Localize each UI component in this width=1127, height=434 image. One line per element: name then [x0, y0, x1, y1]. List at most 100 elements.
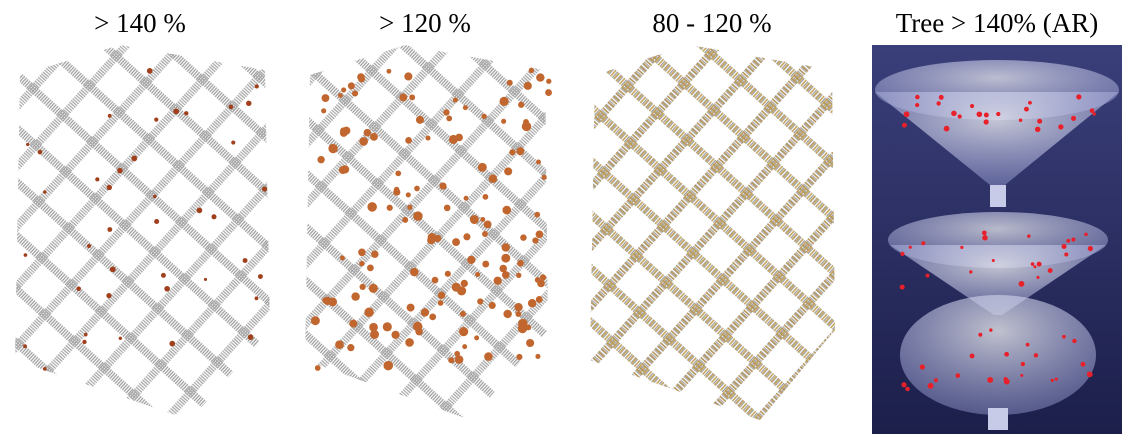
marker: [901, 382, 906, 387]
marker: [184, 111, 188, 115]
marker: [432, 277, 439, 284]
marker: [1034, 353, 1038, 357]
marker: [43, 367, 47, 371]
marker: [502, 271, 510, 279]
marker: [536, 296, 543, 303]
marker: [444, 205, 451, 212]
marker: [996, 112, 1000, 116]
marker: [359, 137, 368, 146]
marker: [537, 280, 545, 288]
marker: [169, 341, 175, 347]
marker: [117, 168, 123, 174]
marker: [1093, 112, 1096, 115]
marker: [246, 101, 251, 106]
marker: [463, 233, 470, 240]
marker: [1028, 101, 1032, 105]
marker: [367, 264, 374, 271]
marker: [540, 274, 546, 280]
marker: [76, 287, 81, 292]
marker: [154, 118, 158, 122]
marker: [317, 156, 324, 163]
marker: [349, 320, 357, 328]
marker: [482, 261, 489, 268]
marker: [161, 273, 166, 278]
marker: [502, 206, 511, 215]
marker: [1037, 276, 1040, 279]
marker: [926, 274, 930, 278]
marker: [26, 143, 29, 146]
marker: [405, 137, 412, 144]
marker: [395, 171, 401, 177]
marker: [960, 246, 963, 249]
marker: [348, 82, 355, 89]
marker: [339, 166, 347, 174]
marker: [504, 167, 512, 175]
marker: [934, 378, 938, 382]
marker: [359, 261, 364, 266]
marker: [311, 316, 320, 325]
marker: [470, 215, 479, 224]
marker: [108, 114, 112, 118]
marker: [383, 322, 392, 331]
marker: [340, 256, 345, 261]
marker: [987, 377, 993, 383]
marker: [978, 333, 982, 337]
marker: [536, 231, 544, 239]
marker: [328, 144, 337, 153]
marker: [494, 277, 502, 285]
marker: [347, 344, 354, 351]
marker: [516, 354, 522, 360]
marker: [452, 238, 460, 246]
marker: [248, 334, 254, 340]
marker: [523, 119, 529, 125]
marker: [370, 330, 379, 339]
marker: [905, 387, 909, 391]
marker: [536, 73, 544, 81]
marker: [524, 82, 532, 90]
marker: [1019, 119, 1022, 122]
marker: [460, 311, 466, 317]
marker: [443, 109, 449, 115]
marker: [358, 249, 366, 257]
marker: [255, 84, 259, 88]
marker: [535, 354, 540, 359]
marker: [944, 126, 950, 132]
marker: [110, 266, 116, 272]
marker: [367, 202, 377, 212]
marker: [970, 104, 974, 108]
marker: [1004, 379, 1010, 385]
marker: [204, 278, 207, 281]
marker: [902, 123, 907, 128]
marker: [407, 304, 415, 312]
marker: [1062, 244, 1067, 249]
marker: [970, 353, 975, 358]
marker: [900, 285, 905, 290]
marker: [516, 273, 521, 278]
marker: [904, 111, 910, 117]
marker: [335, 340, 344, 349]
marker: [455, 355, 463, 363]
marker: [921, 241, 925, 245]
marker: [453, 98, 458, 103]
marker: [1037, 262, 1042, 267]
marker: [515, 311, 521, 317]
marker: [427, 236, 435, 244]
figure: > 140 % > 120 % 80 - 120 % Tree > 140% (…: [0, 0, 1127, 434]
marker: [340, 127, 347, 134]
marker: [106, 293, 111, 298]
marker: [439, 182, 446, 189]
marker: [1020, 374, 1023, 377]
marker: [951, 111, 957, 117]
marker: [369, 284, 378, 293]
marker: [229, 105, 234, 110]
marker: [1019, 281, 1025, 287]
marker: [909, 246, 912, 249]
marker: [480, 217, 485, 222]
panel-caption: 80 - 120 %: [652, 8, 771, 38]
marker: [394, 187, 399, 192]
marker: [982, 230, 987, 235]
marker: [438, 292, 445, 299]
marker: [407, 205, 412, 210]
marker: [1076, 94, 1081, 99]
marker: [321, 108, 326, 113]
